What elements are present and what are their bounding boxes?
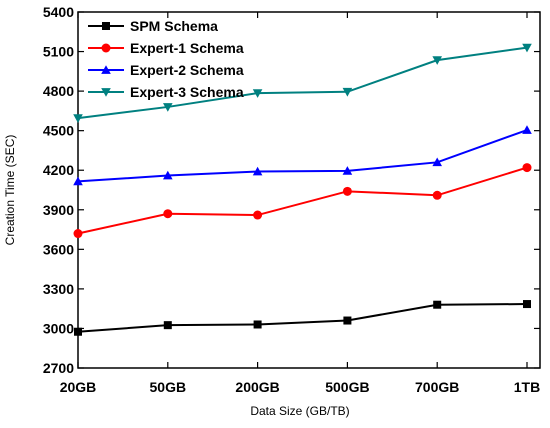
series-line <box>77 129 528 183</box>
y-axis-title: Creation Time (SEC) <box>3 135 17 246</box>
series-line <box>77 166 528 235</box>
y-tick-label: 5400 <box>43 4 74 20</box>
x-tick-label: 1TB <box>514 379 540 395</box>
data-point <box>74 327 82 336</box>
data-point <box>252 166 263 176</box>
y-tick-label: 4800 <box>43 83 74 99</box>
x-tick-label: 20GB <box>60 379 97 395</box>
y-tick-label: 3600 <box>43 241 74 257</box>
data-point <box>342 186 352 196</box>
data-point <box>73 114 83 123</box>
y-tick-label: 4500 <box>43 123 74 139</box>
plot-frame <box>77 11 541 369</box>
data-point <box>101 88 111 97</box>
x-axis-title: Data Size (GB/TB) <box>250 404 349 418</box>
legend-label: SPM Schema <box>130 18 218 34</box>
data-point <box>163 209 173 219</box>
y-tick-label: 2700 <box>43 360 74 376</box>
data-point <box>432 190 442 200</box>
legend-label: Expert-1 Schema <box>130 40 244 56</box>
series-line <box>77 303 528 333</box>
x-axis: 20GB 50GB 200GB 500GB 700GB 1TB <box>60 12 540 395</box>
data-point <box>163 170 173 180</box>
legend-item: Expert-3 Schema <box>88 84 244 100</box>
data-point <box>342 87 353 97</box>
data-point <box>523 300 531 309</box>
y-tick-label: 3900 <box>43 202 74 218</box>
data-point <box>252 89 263 98</box>
data-point <box>101 43 111 53</box>
legend-item: Expert-2 Schema <box>88 62 244 78</box>
data-point <box>73 229 83 239</box>
data-point <box>253 210 263 220</box>
legend-item: Expert-1 Schema <box>88 40 244 56</box>
y-tick-label: 3000 <box>43 320 74 336</box>
series-spm-schema <box>74 300 531 336</box>
legend: SPM Schema Expert-1 Schema Expert-2 Schema… <box>88 18 244 100</box>
data-point <box>73 176 83 186</box>
data-point <box>432 157 442 167</box>
data-point <box>522 163 532 173</box>
data-point <box>432 56 442 65</box>
series-layer <box>73 43 532 336</box>
series-expert-2-schema <box>73 125 532 186</box>
data-point <box>522 125 532 134</box>
data-point <box>101 65 111 74</box>
data-point <box>343 316 352 325</box>
y-axis: 2700 3000 3300 3600 3900 4200 4500 4800 5100 5400 <box>43 4 540 376</box>
series-expert-3-schema <box>73 43 532 123</box>
x-tick-label: 50GB <box>150 379 187 395</box>
data-point <box>522 43 532 53</box>
y-tick-label: 5100 <box>43 44 74 60</box>
legend-label: Expert-3 Schema <box>130 84 244 100</box>
y-tick-label: 4200 <box>43 162 74 178</box>
x-tick-label: 200GB <box>235 379 279 395</box>
data-point <box>163 103 173 112</box>
x-tick-label: 500GB <box>325 379 369 395</box>
x-tick-label: 700GB <box>415 379 459 395</box>
data-point <box>163 321 172 330</box>
data-point <box>433 300 442 309</box>
series-line <box>77 46 528 120</box>
series-expert-1-schema <box>73 163 532 239</box>
data-point <box>342 166 353 175</box>
legend-label: Expert-2 Schema <box>130 62 244 78</box>
legend-item: SPM Schema <box>88 18 218 34</box>
y-tick-label: 3300 <box>43 281 74 297</box>
data-point <box>253 320 262 329</box>
data-point <box>102 22 110 30</box>
